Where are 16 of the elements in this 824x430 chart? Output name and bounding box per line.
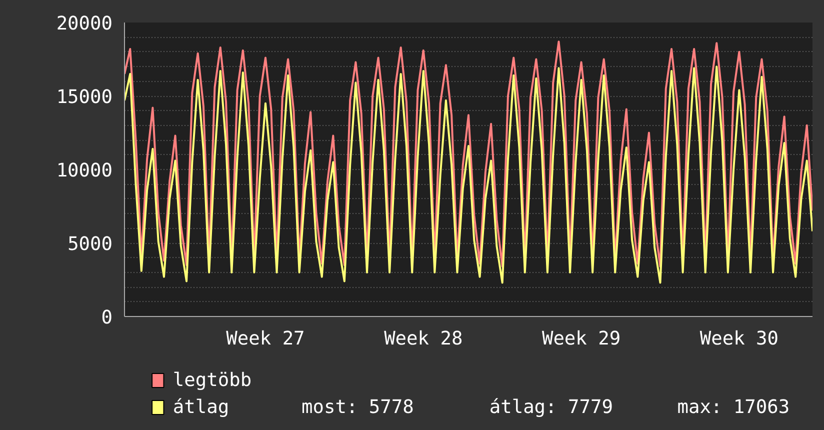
legend-label: átlag xyxy=(172,397,230,418)
x-tick-label: Week 30 xyxy=(700,328,778,350)
x-tick-label: Week 29 xyxy=(542,328,621,350)
text: most: 5778 xyxy=(302,397,414,418)
y-tick-label: 15000 xyxy=(56,87,113,108)
x-tick-label: Week 27 xyxy=(226,328,305,350)
legend-label: legtöbb xyxy=(172,370,252,391)
x-tick-label: Week 28 xyxy=(384,328,463,350)
line-series xyxy=(124,66,812,284)
y-tick-label: 0 xyxy=(101,308,112,328)
y-tick-label: 10000 xyxy=(56,160,113,182)
y-tick-label: 20000 xyxy=(56,14,113,34)
text: átlag: 7779 xyxy=(489,397,613,418)
y-tick-label: 5000 xyxy=(68,234,113,255)
line-series xyxy=(124,40,812,268)
text: max: 17063 xyxy=(677,397,790,418)
